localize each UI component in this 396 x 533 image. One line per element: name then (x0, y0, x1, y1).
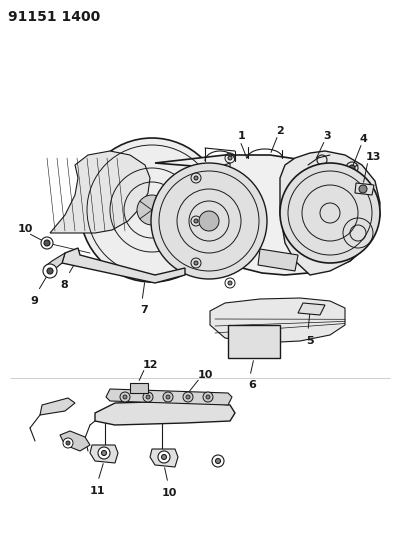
Circle shape (228, 281, 232, 285)
Text: 9: 9 (30, 296, 38, 306)
Polygon shape (50, 151, 150, 233)
Polygon shape (150, 449, 178, 467)
Text: 7: 7 (140, 305, 148, 315)
Text: 10: 10 (162, 488, 177, 498)
Polygon shape (130, 383, 148, 393)
Circle shape (194, 219, 198, 223)
Circle shape (194, 261, 198, 265)
Circle shape (158, 451, 170, 463)
Circle shape (186, 395, 190, 399)
Text: 10: 10 (18, 224, 33, 234)
Circle shape (194, 176, 198, 180)
Circle shape (228, 156, 232, 160)
Circle shape (47, 268, 53, 274)
Polygon shape (106, 389, 232, 405)
Circle shape (151, 163, 267, 279)
Text: 10: 10 (198, 370, 213, 380)
Text: 8: 8 (60, 280, 68, 290)
Polygon shape (40, 398, 75, 415)
Circle shape (206, 395, 210, 399)
Polygon shape (188, 163, 230, 273)
Circle shape (162, 455, 166, 459)
Polygon shape (62, 248, 185, 283)
Circle shape (101, 450, 107, 456)
Circle shape (43, 264, 57, 278)
Polygon shape (210, 298, 345, 343)
Circle shape (44, 240, 50, 246)
Polygon shape (88, 163, 204, 256)
Polygon shape (280, 151, 380, 275)
Circle shape (98, 447, 110, 459)
Text: 91151 1400: 91151 1400 (8, 10, 100, 24)
Circle shape (63, 438, 73, 448)
Circle shape (120, 392, 130, 402)
Circle shape (80, 138, 224, 282)
Circle shape (203, 392, 213, 402)
Circle shape (166, 395, 170, 399)
Text: 2: 2 (276, 126, 284, 136)
Circle shape (183, 392, 193, 402)
Circle shape (66, 441, 70, 445)
Circle shape (41, 237, 53, 249)
Circle shape (215, 458, 221, 464)
Polygon shape (90, 445, 118, 463)
Text: 1: 1 (238, 131, 246, 141)
Circle shape (123, 395, 127, 399)
Polygon shape (95, 401, 235, 425)
Polygon shape (228, 325, 280, 358)
Text: 3: 3 (323, 131, 331, 141)
Circle shape (143, 392, 153, 402)
Circle shape (199, 211, 219, 231)
Circle shape (349, 165, 355, 171)
Polygon shape (44, 253, 65, 273)
Text: 6: 6 (248, 380, 256, 390)
Circle shape (280, 163, 380, 263)
Text: 12: 12 (143, 360, 158, 370)
Circle shape (146, 395, 150, 399)
Polygon shape (258, 249, 298, 271)
Polygon shape (60, 431, 90, 451)
Polygon shape (298, 303, 325, 315)
Circle shape (359, 185, 367, 193)
Polygon shape (355, 183, 374, 195)
Text: 13: 13 (366, 152, 381, 162)
Text: 4: 4 (360, 134, 368, 144)
Circle shape (163, 392, 173, 402)
Polygon shape (155, 155, 380, 275)
Circle shape (212, 455, 224, 467)
Circle shape (137, 195, 167, 225)
Text: 11: 11 (90, 486, 105, 496)
Text: 5: 5 (306, 336, 314, 346)
